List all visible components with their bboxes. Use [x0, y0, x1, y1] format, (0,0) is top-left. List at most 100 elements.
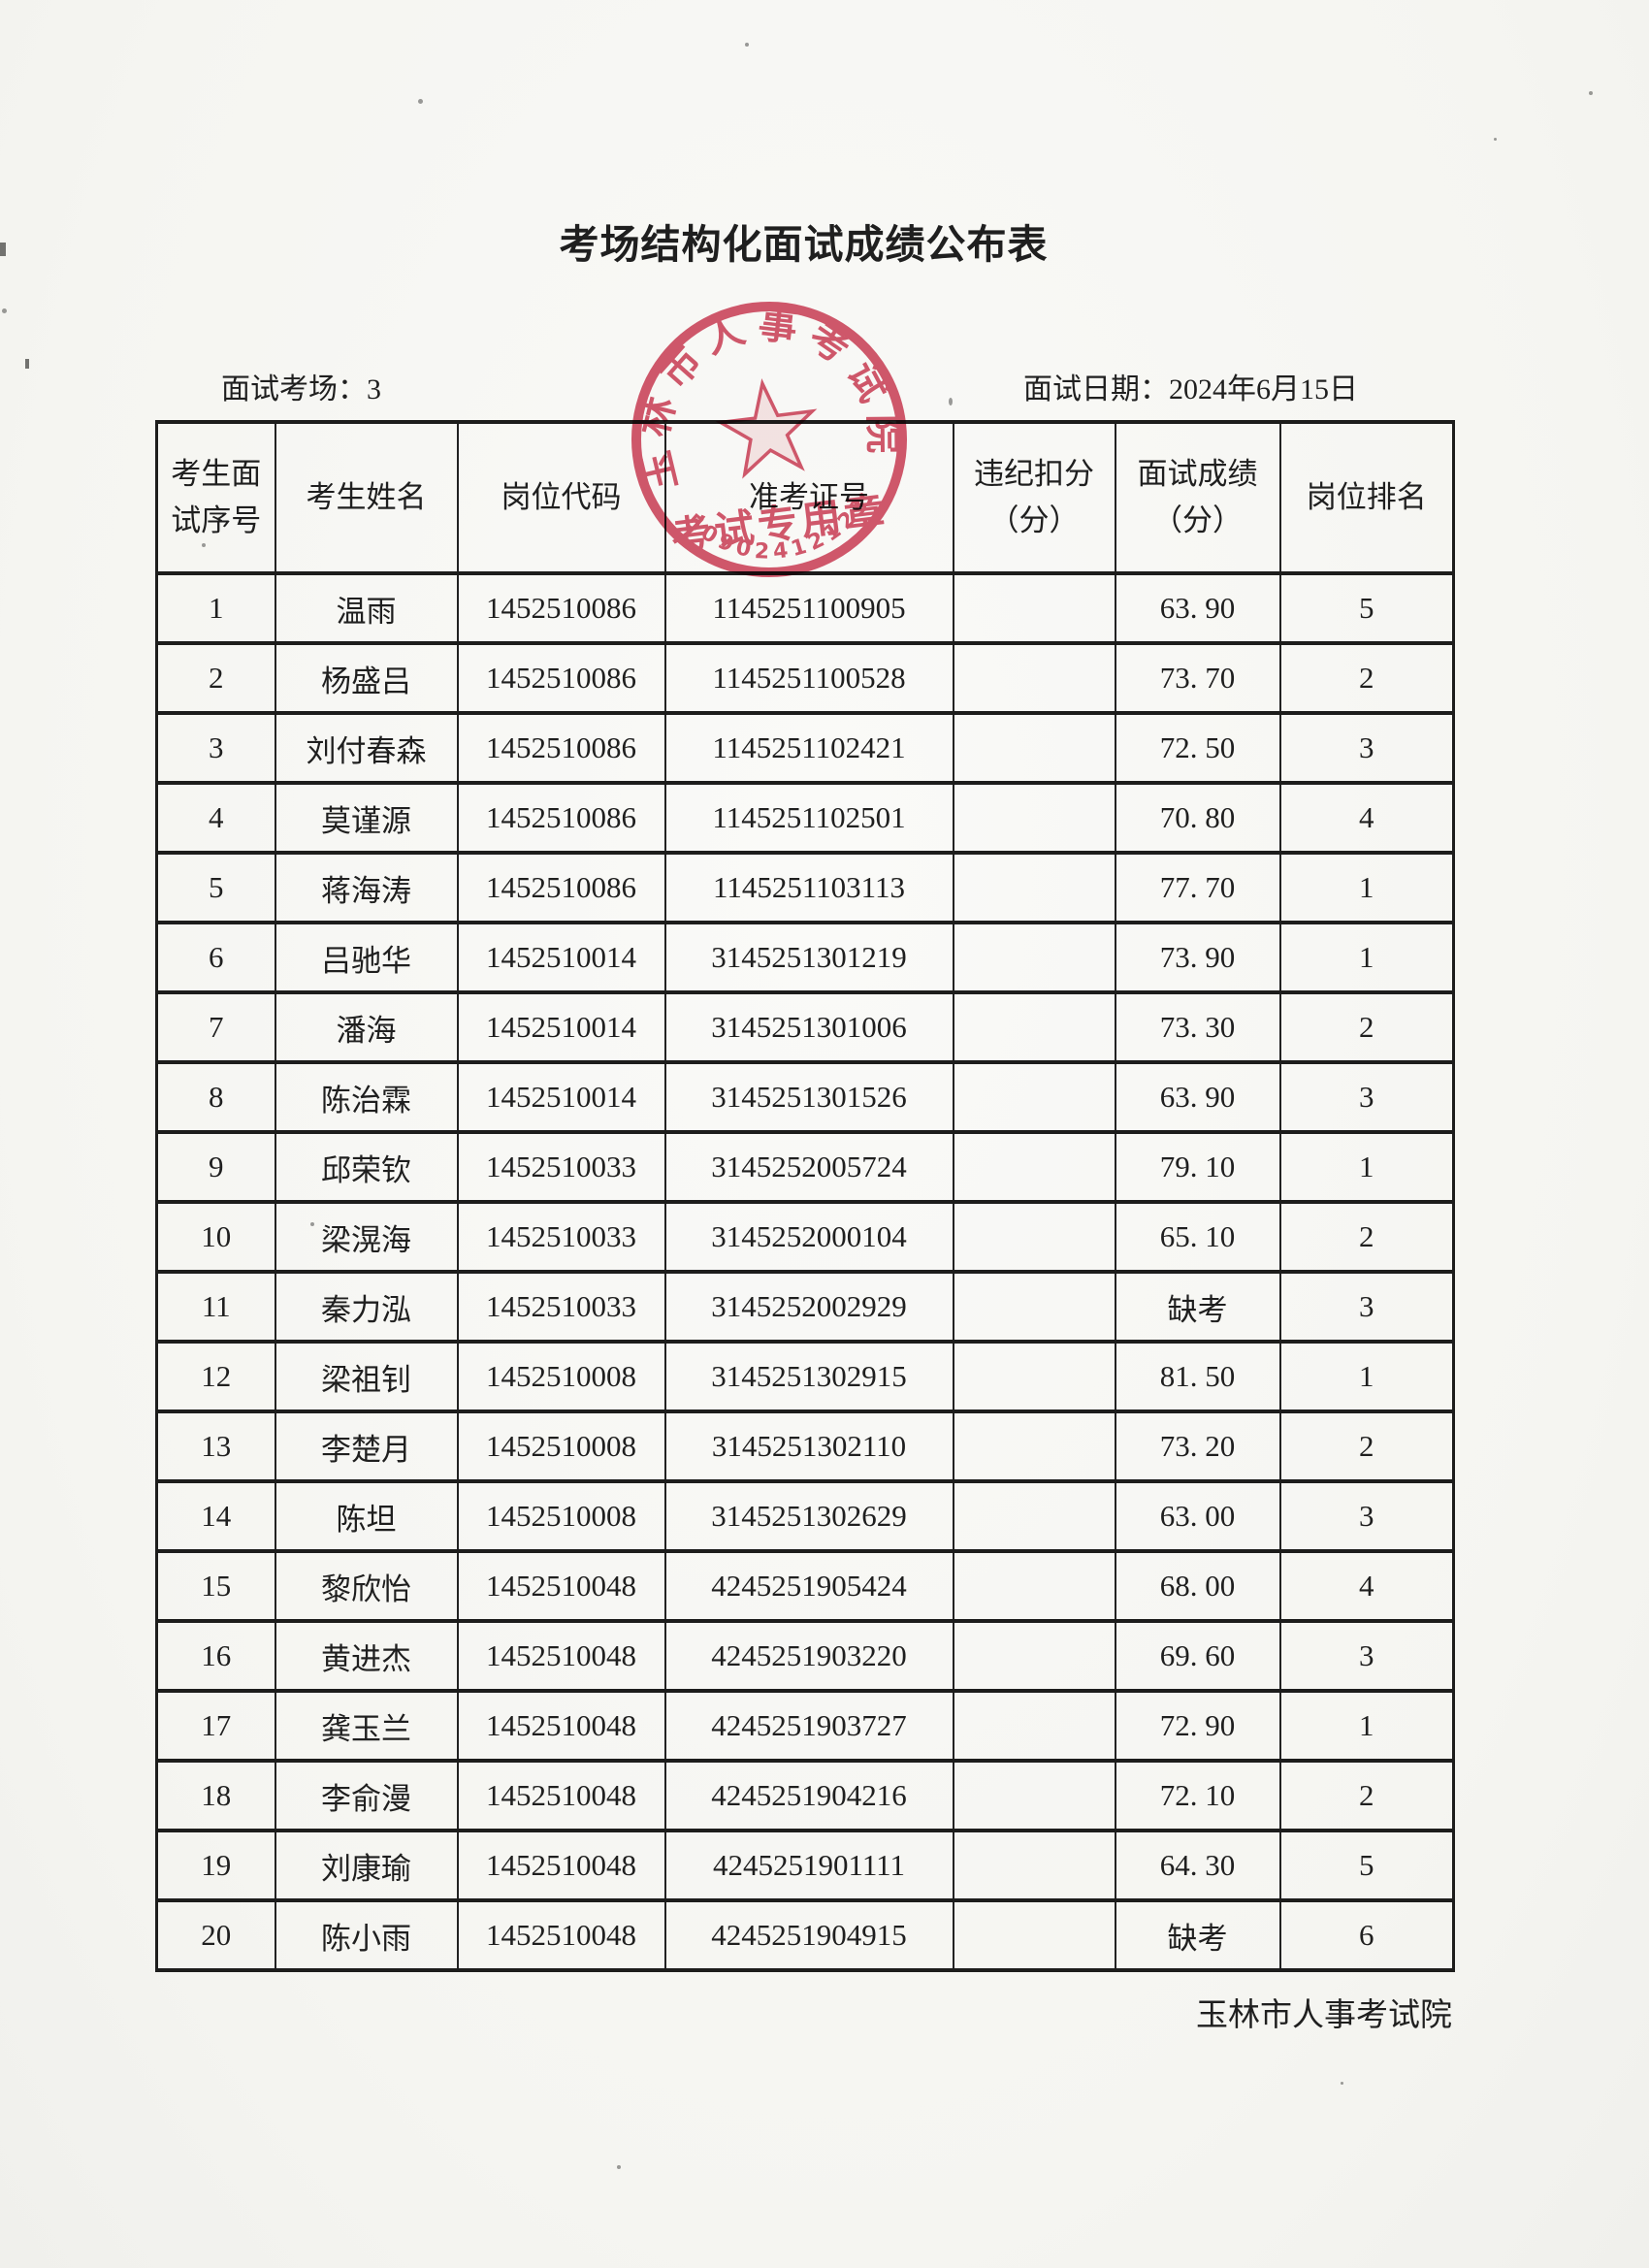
table-cell: 63. 90	[1114, 1060, 1281, 1134]
table-cell: 3145251302915	[663, 1340, 954, 1413]
table-cell: 77. 70	[1114, 851, 1281, 924]
table-cell: 1452510014	[456, 990, 666, 1064]
scan-speck	[949, 398, 953, 405]
table-cell: 13	[155, 1409, 276, 1483]
table-cell: 1452510033	[456, 1270, 666, 1344]
table-cell	[952, 711, 1116, 785]
table-cell: 缺考	[1114, 1898, 1281, 1972]
table-cell: 梁滉海	[274, 1200, 459, 1274]
table-row: 2 杨盛吕 1452510086 1145251100528 73. 70 2	[155, 641, 1455, 715]
table-cell: 5	[1278, 1829, 1455, 1902]
table-row: 13 李楚月 1452510008 3145251302110 73. 20 2	[155, 1409, 1455, 1483]
table-cell	[952, 1759, 1116, 1832]
table-cell: 7	[155, 990, 276, 1064]
table-cell: 1452510086	[456, 571, 666, 645]
table-cell: 1	[1278, 1689, 1455, 1763]
table-row: 3 刘付春森 1452510086 1145251102421 72. 50 3	[155, 711, 1455, 785]
col-header-interview-score: 面试成绩 （分）	[1114, 420, 1281, 575]
table-cell: 2	[1278, 641, 1455, 715]
table-row: 17 龚玉兰 1452510048 4245251903727 72. 90 1	[155, 1689, 1455, 1763]
table-cell: 1452510008	[456, 1409, 666, 1483]
table-cell: 1452510014	[456, 1060, 666, 1134]
table-cell: 3	[155, 711, 276, 785]
table-cell: 1452510008	[456, 1479, 666, 1553]
table-cell: 5	[155, 851, 276, 924]
table-cell: 9	[155, 1130, 276, 1204]
table-cell: 73. 90	[1114, 921, 1281, 994]
table-cell: 莫谨源	[274, 781, 459, 855]
table-cell	[952, 641, 1116, 715]
table-cell: 1452510048	[456, 1689, 666, 1763]
table-cell: 6	[1278, 1898, 1455, 1972]
score-table: 考生面 试序号 考生姓名 岗位代码 准考证号 违纪扣分 （分） 面试成绩 （分）…	[155, 420, 1455, 1972]
table-cell: 黎欣怡	[274, 1549, 459, 1623]
table-cell: 63. 90	[1114, 571, 1281, 645]
table-cell: 3145251301006	[663, 990, 954, 1064]
table-cell: 81. 50	[1114, 1340, 1281, 1413]
table-cell: 4245251903220	[663, 1619, 954, 1693]
table-cell: 陈治霖	[274, 1060, 459, 1134]
table-cell: 1452510033	[456, 1200, 666, 1274]
table-row: 4 莫谨源 1452510086 1145251102501 70. 80 4	[155, 781, 1455, 855]
table-cell: 2	[1278, 1409, 1455, 1483]
table-cell	[952, 921, 1116, 994]
table-cell: 19	[155, 1829, 276, 1902]
table-cell: 1145251102421	[663, 711, 954, 785]
table-cell: 秦力泓	[274, 1270, 459, 1344]
table-row: 19 刘康瑜 1452510048 4245251901111 64. 30 5	[155, 1829, 1455, 1902]
table-cell: 79. 10	[1114, 1130, 1281, 1204]
table-cell: 6	[155, 921, 276, 994]
table-row: 16 黄进杰 1452510048 4245251903220 69. 60 3	[155, 1619, 1455, 1693]
table-cell: 潘海	[274, 990, 459, 1064]
table-cell: 3145251301526	[663, 1060, 954, 1134]
col-header-candidate-seq: 考生面 试序号	[155, 420, 276, 575]
table-cell: 1452510048	[456, 1898, 666, 1972]
table-cell: 1452510048	[456, 1759, 666, 1832]
table-row: 8 陈治霖 1452510014 3145251301526 63. 90 3	[155, 1060, 1455, 1134]
table-cell: 3145251301219	[663, 921, 954, 994]
table-cell	[952, 990, 1116, 1064]
table-cell: 4245251904915	[663, 1898, 954, 1972]
table-cell: 5	[1278, 571, 1455, 645]
table-row: 7 潘海 1452510014 3145251301006 73. 30 2	[155, 990, 1455, 1064]
score-table-body: 1 温雨 1452510086 1145251100905 63. 90 5 2 杨盛吕 145…	[155, 571, 1455, 1972]
scan-speck	[617, 2165, 621, 2169]
interview-date-label: 面试日期：2024年6月15日	[1023, 373, 1358, 405]
table-cell: 邱荣钦	[274, 1130, 459, 1204]
table-cell: 2	[155, 641, 276, 715]
table-cell: 3145252002929	[663, 1270, 954, 1344]
table-cell: 吕驰华	[274, 921, 459, 994]
table-cell: 1452510086	[456, 641, 666, 715]
table-cell: 2	[1278, 990, 1455, 1064]
table-cell: 4245251903727	[663, 1689, 954, 1763]
table-cell: 3145251302110	[663, 1409, 954, 1483]
scan-speck	[310, 1222, 314, 1226]
table-cell: 1452510008	[456, 1340, 666, 1413]
table-cell: 1452510048	[456, 1549, 666, 1623]
table-cell: 3	[1278, 1619, 1455, 1693]
col-header-position-rank: 岗位排名	[1278, 420, 1455, 575]
table-cell: 63. 00	[1114, 1479, 1281, 1553]
stamp-ring	[631, 302, 907, 577]
table-row: 1 温雨 1452510086 1145251100905 63. 90 5	[155, 571, 1455, 645]
table-row: 11 秦力泓 1452510033 3145252002929 缺考 3	[155, 1270, 1455, 1344]
table-cell	[952, 571, 1116, 645]
table-cell: 1452510086	[456, 851, 666, 924]
table-cell: 73. 20	[1114, 1409, 1281, 1483]
col-header-penalty: 违纪扣分 （分）	[952, 420, 1116, 575]
table-cell	[952, 1898, 1116, 1972]
table-cell: 缺考	[1114, 1270, 1281, 1344]
table-cell: 18	[155, 1759, 276, 1832]
table-cell: 3	[1278, 1479, 1455, 1553]
table-cell: 3145251302629	[663, 1479, 954, 1553]
table-cell: 温雨	[274, 571, 459, 645]
col-header-position-code: 岗位代码	[456, 420, 666, 575]
table-cell: 1452510086	[456, 781, 666, 855]
table-cell: 20	[155, 1898, 276, 1972]
scan-speck	[202, 543, 206, 547]
table-cell: 3145252000104	[663, 1200, 954, 1274]
table-cell	[952, 1479, 1116, 1553]
table-cell: 4245251905424	[663, 1549, 954, 1623]
scan-speck	[2, 308, 7, 313]
table-cell: 68. 00	[1114, 1549, 1281, 1623]
